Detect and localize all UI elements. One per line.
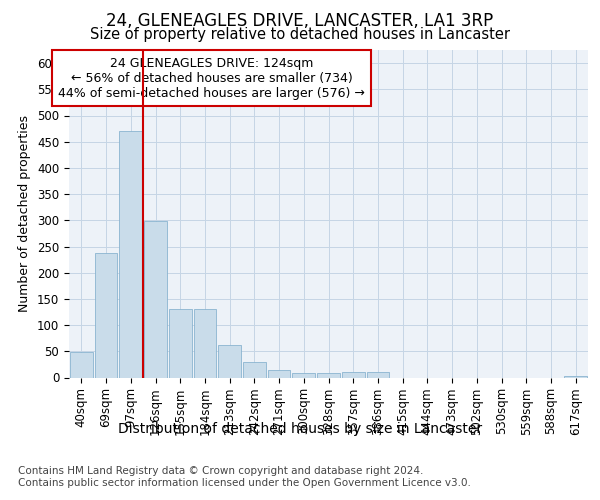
Bar — [194, 310, 216, 378]
Text: 24 GLENEAGLES DRIVE: 124sqm
← 56% of detached houses are smaller (734)
44% of se: 24 GLENEAGLES DRIVE: 124sqm ← 56% of det… — [58, 56, 365, 100]
Bar — [268, 370, 290, 378]
Bar — [243, 362, 266, 378]
Bar — [367, 372, 389, 378]
Text: Distribution of detached houses by size in Lancaster: Distribution of detached houses by size … — [118, 422, 482, 436]
Bar — [169, 310, 191, 378]
Text: Contains HM Land Registry data © Crown copyright and database right 2024.
Contai: Contains HM Land Registry data © Crown c… — [18, 466, 471, 487]
Bar — [144, 222, 167, 378]
Bar — [317, 374, 340, 378]
Text: Size of property relative to detached houses in Lancaster: Size of property relative to detached ho… — [90, 28, 510, 42]
Text: 24, GLENEAGLES DRIVE, LANCASTER, LA1 3RP: 24, GLENEAGLES DRIVE, LANCASTER, LA1 3RP — [106, 12, 494, 30]
Bar — [564, 376, 587, 378]
Bar — [292, 374, 315, 378]
Y-axis label: Number of detached properties: Number of detached properties — [19, 116, 31, 312]
Bar — [218, 345, 241, 378]
Bar — [342, 372, 365, 378]
Bar — [70, 352, 93, 378]
Bar — [119, 131, 142, 378]
Bar — [95, 254, 118, 378]
